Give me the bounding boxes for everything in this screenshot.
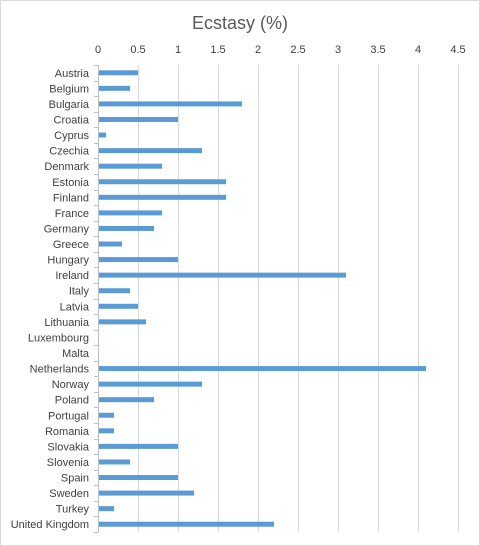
category-label: Bulgaria bbox=[49, 99, 90, 111]
bar-latvia bbox=[99, 303, 138, 309]
x-tick-label: 0.5 bbox=[130, 44, 145, 56]
category-label: Norway bbox=[52, 379, 90, 391]
bar-austria bbox=[99, 70, 138, 76]
category-label: Finland bbox=[53, 192, 89, 204]
category-label: Slovenia bbox=[47, 457, 90, 469]
x-tick-label: 3 bbox=[335, 44, 341, 56]
category-label: Romania bbox=[45, 426, 90, 438]
bar-italy bbox=[99, 288, 130, 294]
bar-lithuania bbox=[99, 319, 146, 325]
bar-estonia bbox=[99, 179, 226, 185]
category-label: Germany bbox=[44, 223, 90, 235]
category-label: United Kingdom bbox=[11, 519, 89, 531]
bar-czechia bbox=[99, 148, 202, 154]
bars bbox=[99, 70, 426, 527]
category-label: Portugal bbox=[48, 410, 89, 422]
category-label: Greece bbox=[53, 239, 89, 251]
bar-norway bbox=[99, 381, 202, 387]
bar-germany bbox=[99, 225, 154, 231]
bar-romania bbox=[99, 428, 114, 434]
bar-united-kingdom bbox=[99, 521, 274, 527]
x-tick-label: 4.5 bbox=[450, 44, 465, 56]
category-label: Czechia bbox=[49, 146, 90, 158]
x-tick-label: 0 bbox=[95, 44, 101, 56]
category-label: Netherlands bbox=[30, 364, 90, 376]
x-tick-label: 2.5 bbox=[290, 44, 305, 56]
bar-belgium bbox=[99, 85, 130, 91]
x-tick-label: 1.5 bbox=[210, 44, 225, 56]
bar-france bbox=[99, 210, 162, 216]
category-label: Cyprus bbox=[54, 130, 89, 142]
category-axis: Austria Belgium Bulgaria Croatia Cyprus Czech… bbox=[11, 65, 98, 533]
category-label: Ireland bbox=[55, 270, 89, 282]
category-label: France bbox=[55, 208, 89, 220]
bar-portugal bbox=[99, 412, 114, 418]
x-tick-label: 1 bbox=[175, 44, 181, 56]
x-axis-ticks: 0 0.5 1 1.5 2 2.5 3 3.5 4 4.5 bbox=[95, 44, 466, 56]
category-label: Belgium bbox=[49, 83, 89, 95]
x-tick-label: 2 bbox=[255, 44, 261, 56]
category-label: Italy bbox=[69, 286, 90, 298]
bar-hungary bbox=[99, 257, 178, 263]
category-label: Luxembourg bbox=[28, 332, 89, 344]
x-tick-label: 4 bbox=[415, 44, 421, 56]
bar-greece bbox=[99, 241, 122, 247]
bar-turkey bbox=[99, 506, 114, 512]
gridlines bbox=[98, 65, 459, 532]
bar-croatia bbox=[99, 116, 178, 122]
category-label: Hungary bbox=[47, 255, 89, 267]
x-tick-label: 3.5 bbox=[370, 44, 385, 56]
category-label: Sweden bbox=[49, 488, 89, 500]
bar-cyprus bbox=[99, 132, 106, 138]
category-label: Malta bbox=[62, 348, 90, 360]
bar-finland bbox=[99, 194, 226, 200]
category-label: Austria bbox=[55, 68, 90, 80]
bar-poland bbox=[99, 397, 154, 403]
bar-sweden bbox=[99, 490, 194, 496]
category-label: Denmark bbox=[44, 161, 89, 173]
category-label: Spain bbox=[61, 473, 89, 485]
category-label: Poland bbox=[55, 395, 89, 407]
bar-slovakia bbox=[99, 443, 178, 449]
bar-spain bbox=[99, 475, 178, 481]
bar-denmark bbox=[99, 163, 162, 169]
category-label: Lithuania bbox=[44, 317, 90, 329]
bar-slovenia bbox=[99, 459, 130, 465]
chart-title: Ecstasy (%) bbox=[192, 13, 288, 33]
category-label: Slovakia bbox=[47, 441, 89, 453]
category-label: Estonia bbox=[52, 177, 90, 189]
category-label: Latvia bbox=[60, 301, 90, 313]
bar-ireland bbox=[99, 272, 346, 278]
category-label: Turkey bbox=[56, 504, 90, 516]
bar-bulgaria bbox=[99, 101, 242, 107]
bar-netherlands bbox=[99, 366, 426, 372]
category-label: Croatia bbox=[54, 114, 90, 126]
